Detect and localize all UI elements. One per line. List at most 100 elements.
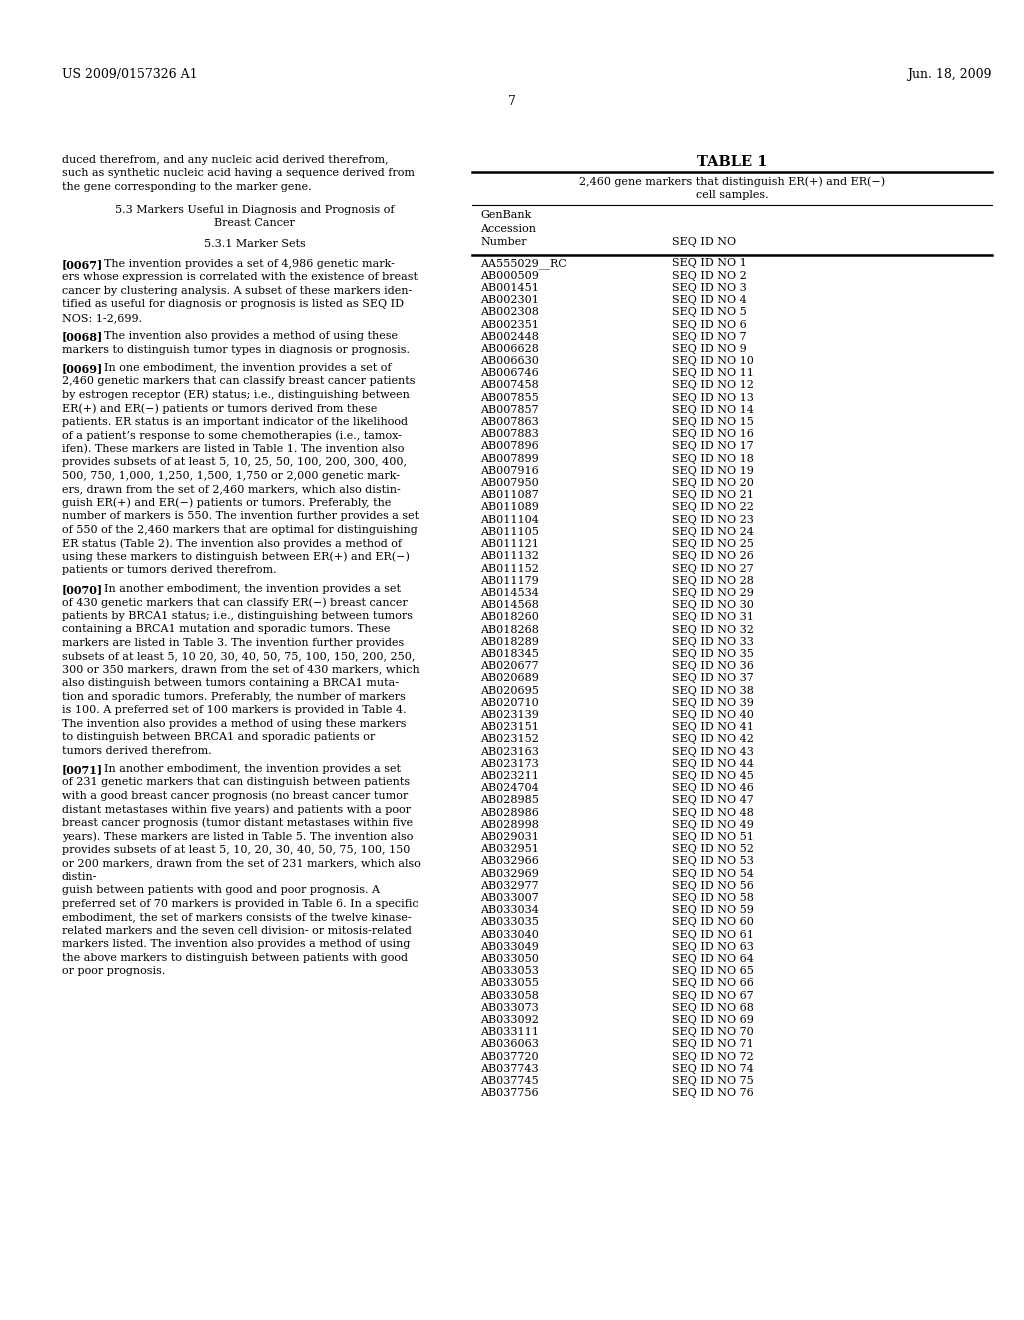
Text: AB033053: AB033053 (480, 966, 539, 975)
Text: SEQ ID NO 2: SEQ ID NO 2 (672, 271, 746, 281)
Text: of a patient’s response to some chemotherapies (i.e., tamox-: of a patient’s response to some chemothe… (62, 430, 401, 441)
Text: number of markers is 550. The invention further provides a set: number of markers is 550. The invention … (62, 511, 419, 521)
Text: distin-: distin- (62, 871, 97, 882)
Text: provides subsets of at least 5, 10, 20, 30, 40, 50, 75, 100, 150: provides subsets of at least 5, 10, 20, … (62, 845, 411, 855)
Text: AB028998: AB028998 (480, 820, 539, 830)
Text: SEQ ID NO 72: SEQ ID NO 72 (672, 1052, 754, 1061)
Text: by estrogen receptor (ER) status; i.e., distinguishing between: by estrogen receptor (ER) status; i.e., … (62, 389, 410, 400)
Text: SEQ ID NO 54: SEQ ID NO 54 (672, 869, 754, 879)
Text: AB033050: AB033050 (480, 954, 539, 964)
Text: 300 or 350 markers, drawn from the set of 430 markers, which: 300 or 350 markers, drawn from the set o… (62, 665, 420, 675)
Text: NOS: 1-2,699.: NOS: 1-2,699. (62, 313, 142, 323)
Text: AB011087: AB011087 (480, 490, 539, 500)
Text: SEQ ID NO 31: SEQ ID NO 31 (672, 612, 754, 622)
Text: AB032951: AB032951 (480, 843, 539, 854)
Text: AB014534: AB014534 (480, 587, 539, 598)
Text: SEQ ID NO 59: SEQ ID NO 59 (672, 906, 754, 915)
Text: SEQ ID NO 41: SEQ ID NO 41 (672, 722, 754, 733)
Text: AB002308: AB002308 (480, 308, 539, 317)
Text: SEQ ID NO 37: SEQ ID NO 37 (672, 673, 754, 684)
Text: AB028986: AB028986 (480, 808, 539, 817)
Text: SEQ ID NO 49: SEQ ID NO 49 (672, 820, 754, 830)
Text: Breast Cancer: Breast Cancer (214, 218, 295, 228)
Text: SEQ ID NO 10: SEQ ID NO 10 (672, 356, 754, 366)
Text: AB018268: AB018268 (480, 624, 539, 635)
Text: AB001451: AB001451 (480, 282, 539, 293)
Text: The invention also provides a method of using these: The invention also provides a method of … (104, 331, 398, 341)
Text: SEQ ID NO 15: SEQ ID NO 15 (672, 417, 754, 428)
Text: SEQ ID NO 27: SEQ ID NO 27 (672, 564, 754, 573)
Text: AB023173: AB023173 (480, 759, 539, 768)
Text: SEQ ID NO 30: SEQ ID NO 30 (672, 601, 754, 610)
Text: SEQ ID NO 25: SEQ ID NO 25 (672, 539, 754, 549)
Text: The invention also provides a method of using these markers: The invention also provides a method of … (62, 718, 407, 729)
Text: Accession: Accession (480, 223, 536, 234)
Text: AB007857: AB007857 (480, 405, 539, 414)
Text: SEQ ID NO: SEQ ID NO (672, 238, 736, 247)
Text: AB032969: AB032969 (480, 869, 539, 879)
Text: SEQ ID NO 46: SEQ ID NO 46 (672, 783, 754, 793)
Text: SEQ ID NO 52: SEQ ID NO 52 (672, 843, 754, 854)
Text: AB032966: AB032966 (480, 857, 539, 866)
Text: SEQ ID NO 58: SEQ ID NO 58 (672, 892, 754, 903)
Text: AA555029__RC: AA555029__RC (480, 259, 566, 269)
Text: patients or tumors derived therefrom.: patients or tumors derived therefrom. (62, 565, 276, 576)
Text: duced therefrom, and any nucleic acid derived therefrom,: duced therefrom, and any nucleic acid de… (62, 154, 389, 165)
Text: or 200 markers, drawn from the set of 231 markers, which also: or 200 markers, drawn from the set of 23… (62, 858, 421, 869)
Text: AB011104: AB011104 (480, 515, 539, 524)
Text: guish ER(+) and ER(−) patients or tumors. Preferably, the: guish ER(+) and ER(−) patients or tumors… (62, 498, 391, 508)
Text: [0071]: [0071] (62, 764, 103, 775)
Text: 5.3 Markers Useful in Diagnosis and Prognosis of: 5.3 Markers Useful in Diagnosis and Prog… (115, 205, 394, 215)
Text: In another embodiment, the invention provides a set: In another embodiment, the invention pro… (104, 764, 401, 774)
Text: AB020710: AB020710 (480, 698, 539, 708)
Text: SEQ ID NO 69: SEQ ID NO 69 (672, 1015, 754, 1024)
Text: AB006628: AB006628 (480, 345, 539, 354)
Text: SEQ ID NO 7: SEQ ID NO 7 (672, 331, 746, 342)
Text: also distinguish between tumors containing a BRCA1 muta-: also distinguish between tumors containi… (62, 678, 399, 688)
Text: SEQ ID NO 42: SEQ ID NO 42 (672, 734, 754, 744)
Text: Number: Number (480, 238, 526, 247)
Text: SEQ ID NO 56: SEQ ID NO 56 (672, 880, 754, 891)
Text: SEQ ID NO 45: SEQ ID NO 45 (672, 771, 754, 781)
Text: SEQ ID NO 21: SEQ ID NO 21 (672, 490, 754, 500)
Text: tumors derived therefrom.: tumors derived therefrom. (62, 746, 212, 755)
Text: AB007899: AB007899 (480, 454, 539, 463)
Text: AB007950: AB007950 (480, 478, 539, 488)
Text: provides subsets of at least 5, 10, 25, 50, 100, 200, 300, 400,: provides subsets of at least 5, 10, 25, … (62, 458, 407, 467)
Text: AB028985: AB028985 (480, 796, 539, 805)
Text: SEQ ID NO 48: SEQ ID NO 48 (672, 808, 754, 817)
Text: years). These markers are listed in Table 5. The invention also: years). These markers are listed in Tabl… (62, 832, 414, 842)
Text: with a good breast cancer prognosis (no breast cancer tumor: with a good breast cancer prognosis (no … (62, 791, 409, 801)
Text: cancer by clustering analysis. A subset of these markers iden-: cancer by clustering analysis. A subset … (62, 286, 413, 296)
Text: SEQ ID NO 68: SEQ ID NO 68 (672, 1003, 754, 1012)
Text: SEQ ID NO 33: SEQ ID NO 33 (672, 636, 754, 647)
Text: AB020695: AB020695 (480, 685, 539, 696)
Text: AB020689: AB020689 (480, 673, 539, 684)
Text: AB006630: AB006630 (480, 356, 539, 366)
Text: AB002351: AB002351 (480, 319, 539, 330)
Text: AB006746: AB006746 (480, 368, 539, 379)
Text: AB033073: AB033073 (480, 1003, 539, 1012)
Text: ifen). These markers are listed in Table 1. The invention also: ifen). These markers are listed in Table… (62, 444, 404, 454)
Text: AB007883: AB007883 (480, 429, 539, 440)
Text: tion and sporadic tumors. Preferably, the number of markers: tion and sporadic tumors. Preferably, th… (62, 692, 406, 702)
Text: breast cancer prognosis (tumor distant metastases within five: breast cancer prognosis (tumor distant m… (62, 818, 413, 829)
Text: AB023151: AB023151 (480, 722, 539, 733)
Text: AB023139: AB023139 (480, 710, 539, 719)
Text: SEQ ID NO 19: SEQ ID NO 19 (672, 466, 754, 477)
Text: AB011121: AB011121 (480, 539, 539, 549)
Text: SEQ ID NO 20: SEQ ID NO 20 (672, 478, 754, 488)
Text: related markers and the seven cell division- or mitosis-related: related markers and the seven cell divis… (62, 925, 412, 936)
Text: 500, 750, 1,000, 1,250, 1,500, 1,750 or 2,000 genetic mark-: 500, 750, 1,000, 1,250, 1,500, 1,750 or … (62, 471, 400, 480)
Text: SEQ ID NO 65: SEQ ID NO 65 (672, 966, 754, 975)
Text: AB011152: AB011152 (480, 564, 539, 573)
Text: SEQ ID NO 44: SEQ ID NO 44 (672, 759, 754, 768)
Text: AB029031: AB029031 (480, 832, 539, 842)
Text: SEQ ID NO 35: SEQ ID NO 35 (672, 649, 754, 659)
Text: AB002301: AB002301 (480, 296, 539, 305)
Text: AB018345: AB018345 (480, 649, 539, 659)
Text: such as synthetic nucleic acid having a sequence derived from: such as synthetic nucleic acid having a … (62, 169, 415, 178)
Text: SEQ ID NO 43: SEQ ID NO 43 (672, 747, 754, 756)
Text: [0069]: [0069] (62, 363, 103, 374)
Text: AB024704: AB024704 (480, 783, 539, 793)
